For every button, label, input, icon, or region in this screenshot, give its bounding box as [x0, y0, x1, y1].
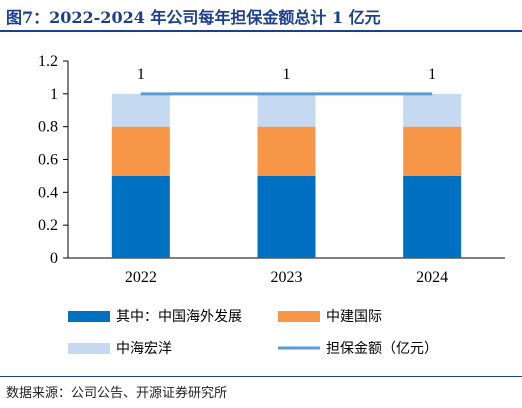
bar-segment	[257, 93, 316, 127]
y-tick-label: 0.2	[38, 217, 58, 234]
bars	[111, 93, 462, 258]
legend-swatch	[68, 311, 110, 322]
y-tick-label: 0.6	[38, 152, 58, 169]
x-tick-label: 2024	[416, 269, 448, 286]
source-rule	[0, 376, 522, 377]
legend-label: 担保金额（亿元）	[326, 341, 438, 357]
bar-segment	[403, 126, 462, 176]
data-label: 1	[137, 66, 145, 83]
x-tick-label: 2023	[271, 269, 303, 286]
bar-segment	[111, 93, 170, 127]
legend-label: 中建国际	[326, 309, 382, 325]
y-tick-label: 1	[50, 86, 58, 103]
bar-segment	[403, 93, 462, 127]
y-tick-label: 1.2	[38, 53, 58, 70]
data-label: 1	[283, 66, 291, 83]
data-label: 1	[428, 66, 436, 83]
bar-segment	[403, 175, 462, 258]
bar-segment	[111, 126, 170, 176]
y-axis: 0 0.2 0.4 0.6 0.8 1 1.2	[38, 53, 69, 267]
total-line: 1 1 1	[137, 66, 436, 96]
bar-segment	[257, 175, 316, 258]
legend-swatch	[278, 311, 320, 322]
bar-segment	[111, 175, 170, 258]
chart-title: 图7：2022-2024 年公司每年担保金额总计 1 亿元	[6, 8, 381, 27]
legend-label: 中海宏洋	[116, 341, 172, 357]
legend-label: 其中：中国海外发展	[116, 309, 242, 325]
legend-swatch	[68, 343, 110, 354]
x-axis: 2022 2023 2024	[68, 257, 505, 286]
title-rule	[0, 30, 522, 32]
bar-segment	[257, 126, 316, 176]
y-tick-label: 0.4	[38, 184, 58, 201]
x-tick-label: 2022	[125, 269, 157, 286]
source-note: 数据来源：公司公告、开源证券研究所	[6, 386, 228, 401]
chart: 0 0.2 0.4 0.6 0.8 1 1.2 2022 2023 2024 1 1 1 其中：中国…	[38, 53, 505, 357]
y-tick-label: 0	[50, 250, 58, 267]
y-tick-label: 0.8	[38, 119, 58, 136]
